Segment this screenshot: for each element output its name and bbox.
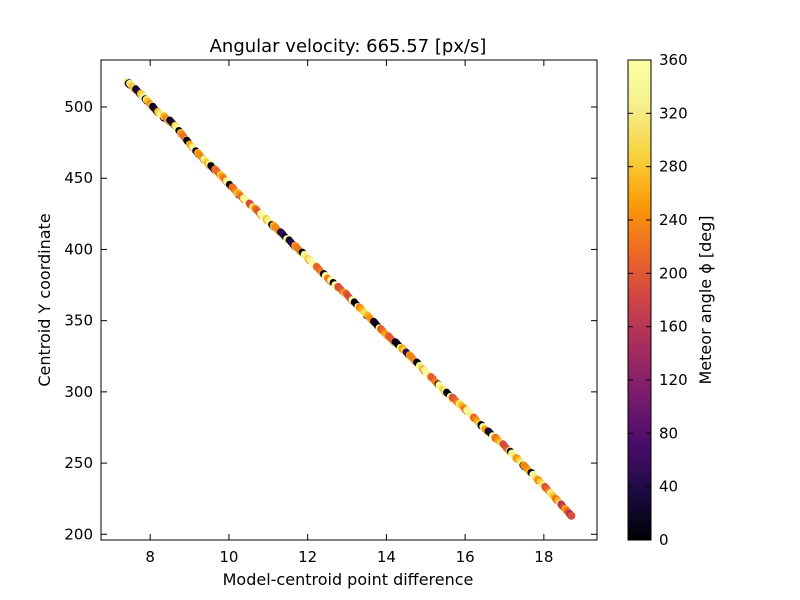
colorbar-ticks: 0 40 80 120 160 200 240 280 320 360	[628, 51, 688, 549]
x-tick-label: 18	[534, 548, 553, 566]
x-tick-label: 12	[298, 548, 317, 566]
colorbar-tick-label: 160	[659, 318, 688, 336]
y-tick-label: 450	[64, 169, 93, 187]
colorbar-tick-label: 0	[659, 531, 669, 549]
colorbar-tick-label: 200	[659, 264, 688, 282]
x-axis-label: Model-centroid point difference	[223, 570, 474, 589]
plot-frame	[100, 59, 598, 541]
colorbar-tick-label: 360	[659, 51, 688, 69]
y-tick-label: 250	[64, 454, 93, 472]
chart-title: Angular velocity: 665.57 [px/s]	[210, 36, 487, 57]
colorbar-tick-label: 80	[659, 424, 678, 442]
y-tick-label: 300	[64, 383, 93, 401]
y-tick-label: 350	[64, 312, 93, 330]
data-point	[567, 511, 576, 520]
y-tick-label: 400	[64, 240, 93, 258]
x-tick-label: 10	[219, 548, 238, 566]
y-axis-label: Centroid Y coordinate	[35, 213, 54, 386]
colorbar-tick-label: 120	[659, 371, 688, 389]
x-axis: 8 10 12 14 16 18	[145, 60, 553, 566]
y-tick-label: 500	[64, 98, 93, 116]
colorbar	[627, 59, 652, 541]
colorbar-tick-label: 320	[659, 104, 688, 122]
colorbar-label: Meteor angle ϕ [deg]	[696, 216, 715, 385]
x-tick-label: 8	[145, 548, 155, 566]
colorbar-tick-label: 240	[659, 211, 688, 229]
x-tick-label: 14	[377, 548, 396, 566]
y-tick-label: 200	[64, 525, 93, 543]
x-tick-label: 16	[456, 548, 475, 566]
colorbar-tick-label: 40	[659, 478, 678, 496]
colorbar-tick-label: 280	[659, 158, 688, 176]
scatter-points	[122, 77, 576, 520]
y-axis: 200 250 300 350 400 450 500	[64, 98, 597, 543]
